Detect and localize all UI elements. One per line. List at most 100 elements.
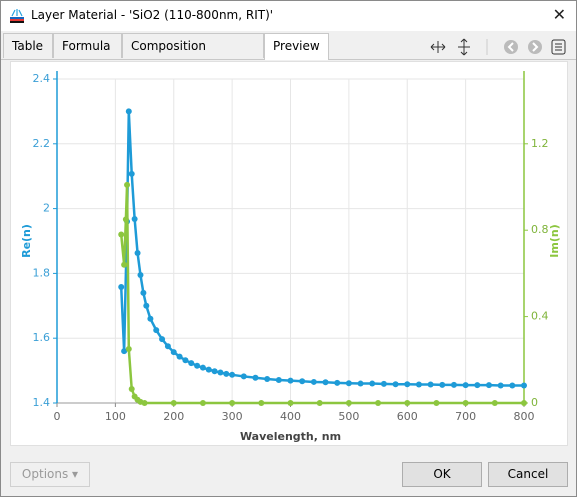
options-label: Options [21,467,69,481]
data-point [404,400,411,406]
data-point [299,378,306,385]
data-point [170,349,177,356]
data-point [188,360,195,367]
x-tick-label: 0 [54,410,61,423]
data-point [369,380,376,387]
tab-active[interactable]: Preview [264,33,329,60]
data-point [439,381,446,388]
data-point [141,400,148,406]
y-tick-label: 2.2 [33,137,51,150]
data-point [118,231,125,238]
data-point [128,385,135,392]
cancel-button[interactable]: Cancel [488,462,568,487]
data-point [159,336,166,343]
forward-button[interactable] [528,40,542,54]
data-point [485,382,492,389]
data-point [252,374,259,381]
window-title: Layer Material - 'SiO2 (110-800nm, RIT)' [31,8,274,22]
x-tick-label: 800 [514,410,535,423]
data-point [199,400,206,406]
fit-horizontal-button[interactable] [430,41,446,53]
series [118,108,527,389]
data-point [118,284,125,291]
x-tick-label: 300 [222,410,243,423]
y2-tick-label: 0 [531,396,538,409]
data-point [521,400,527,406]
data-point [450,381,457,388]
tab[interactable]: Formula [53,33,122,58]
data-point [415,381,422,388]
y2-tick-label: 0.8 [531,223,549,236]
chart-panel: 0 100 200 300 400 500 600 700 800 1.4 1.6 1.8 2 2.2 2.… [10,61,568,446]
series-line [119,111,524,387]
data-point [345,380,352,387]
data-point [287,377,294,384]
tab[interactable]: Table [3,33,53,58]
data-point [497,382,504,389]
y2-tick-label: 0.4 [531,310,549,323]
data-point [134,249,141,256]
data-point [194,362,201,369]
close-button[interactable]: ✕ [552,5,566,24]
y-tick-label: 1.4 [33,396,51,409]
data-point [205,366,212,373]
x-tick-label: 200 [163,410,184,423]
data-point [223,370,230,377]
y2-tick-label: 1.2 [531,137,549,150]
data-point [125,346,132,352]
y-tick-label: 1.8 [33,266,51,279]
toolbar [430,38,566,56]
data-point [122,216,129,223]
tab-bar: Table Formula Composition Function Previ… [1,33,576,78]
data-point [316,400,323,406]
data-point [140,289,147,296]
menu-button[interactable] [551,39,566,55]
app-icon [10,9,24,23]
data-point [310,378,317,385]
data-point [404,381,411,388]
y-tick-label: 2.4 [33,72,51,85]
data-point [491,400,498,406]
x-tick-label: 700 [455,410,476,423]
data-point [199,364,206,371]
series [118,181,527,406]
data-point [345,400,352,406]
options-dropdown[interactable]: Options ▾ [10,462,90,487]
x-tick-label: 500 [338,410,359,423]
y-tick-label: 2 [43,202,50,215]
data-point [322,379,329,386]
data-point [240,373,247,380]
data-point [164,343,171,350]
fit-vertical-button[interactable] [458,38,470,56]
data-point [121,348,128,355]
x-tick-label: 400 [280,410,301,423]
y2-axis-title: Im(n) [548,224,561,257]
data-point [375,400,382,406]
data-point [137,272,144,279]
ok-button[interactable]: OK [402,462,482,487]
title-bar: Layer Material - 'SiO2 (110-800nm, RIT)'… [1,1,576,31]
data-point [392,381,399,388]
data-point [125,108,132,115]
back-button[interactable] [504,40,518,54]
y-axis-title: Re(n) [20,224,33,258]
data-point [170,400,177,406]
data-point [287,400,294,406]
x-tick-label: 600 [397,410,418,423]
data-point [229,371,236,378]
data-point [334,379,341,386]
tab[interactable]: Composition Function [122,33,264,78]
y-tick-label: 1.6 [33,331,51,344]
data-point [427,381,434,388]
x-axis-title: Wavelength, nm [240,430,341,443]
data-point [217,369,224,376]
data-point [176,353,183,360]
data-point [264,376,271,383]
data-point [211,368,218,375]
data-point [433,400,440,406]
data-point [462,400,469,406]
data-point [380,380,387,387]
data-point [474,382,481,389]
data-point [275,376,282,383]
